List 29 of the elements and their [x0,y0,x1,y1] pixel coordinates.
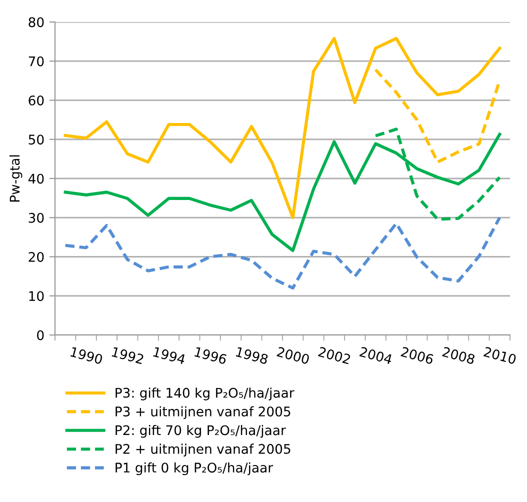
y-tick-label: 80 [28,17,44,28]
line-series [64,216,502,290]
x-tick-label: 2006 [400,346,434,364]
legend-label: P3: gift 140 kg P₂O₅/ha/jaar [116,388,294,400]
line-series [64,36,502,220]
legend-label: P1 gift 0 kg P₂O₅/ha/jaar [116,462,274,476]
x-tick-label: 1994 [152,346,186,364]
y-tick-label: 40 [28,174,44,184]
y-tick-label: 50 [28,134,44,145]
x-tick-label: 1998 [236,346,268,364]
y-tick-label: 20 [28,252,44,262]
y-tick-label: 0 [37,330,44,340]
legend-label: P2: gift 70 kg P₂O₅/ha/jaar [116,424,286,438]
y-tick-label: 70 [28,56,44,66]
x-tick-label: 2000 [276,346,310,364]
line-series [374,68,502,164]
x-tick-label: 1996 [194,346,228,364]
x-tick-label: 2010 [483,346,517,364]
legend-label: P2 + uitmijnen vanaf 2005 [116,444,290,456]
y-tick-label: 30 [28,212,44,223]
x-tick-label: 2008 [442,346,476,364]
y-tick-label: 10 [29,291,44,302]
x-tick-label: 1992 [112,346,144,364]
y-tick-label: 60 [28,95,44,106]
y-axis-title: Pw-gtal [9,155,22,202]
x-tick-label: 1990 [70,346,103,364]
x-tick-label: 2004 [359,346,393,364]
x-tick-label: 2002 [318,346,351,364]
legend-label: P3 + uitmijnen vanaf 2005 [116,406,290,420]
